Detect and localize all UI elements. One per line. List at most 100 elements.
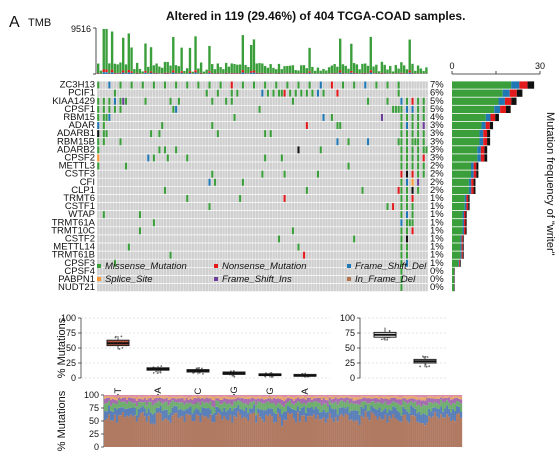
spectrum-segment — [137, 398, 140, 402]
tmb-bar — [186, 68, 189, 74]
spectrum-segment — [105, 396, 109, 398]
spectrum-segment — [203, 395, 206, 397]
spectrum-segment — [263, 422, 266, 447]
spectrum-segment — [364, 404, 367, 412]
spectrum-segment — [249, 399, 252, 403]
spectrum-segment — [286, 405, 290, 413]
spectrum-segment — [442, 402, 445, 412]
frequency-bar — [452, 243, 461, 251]
spectrum-segment — [450, 397, 453, 400]
spectrum-segment — [418, 422, 421, 447]
spectrum-segment — [308, 395, 311, 397]
spectrum-segment — [350, 395, 353, 397]
spectrum-segment — [370, 401, 373, 406]
tmb-bar — [194, 36, 197, 71]
spectrum-segment — [334, 401, 337, 409]
box-point — [424, 355, 427, 358]
mutation-cell — [400, 227, 403, 235]
spectrum-segment — [298, 396, 302, 399]
spectrum-segment — [281, 399, 284, 406]
tmb-bar-nonsense — [119, 72, 122, 74]
spectrum-segment — [283, 411, 286, 420]
spectrum-segment — [298, 401, 302, 411]
tmb-bar — [202, 71, 206, 74]
spectrum-segment — [261, 395, 264, 397]
spectrum-segment — [205, 416, 208, 447]
spectrum-segment — [165, 401, 168, 410]
frequency-bar — [466, 202, 469, 211]
frequency-bar — [471, 186, 474, 194]
spectrum-segment — [310, 416, 313, 447]
gene-percentage: 1% — [430, 201, 444, 212]
spectrum-segment — [286, 397, 290, 402]
spectrum-segment — [267, 398, 270, 402]
spectrum-segment — [261, 419, 264, 447]
spectrum-segment — [352, 421, 355, 447]
spectrum-segment — [308, 397, 311, 402]
mutation-cell — [400, 130, 403, 138]
tmb-bar — [366, 65, 370, 74]
spectrum-segment — [104, 398, 107, 404]
tmb-bar-fsdel — [102, 72, 105, 74]
spectrum-segment — [263, 395, 266, 397]
spectrum-segment — [384, 401, 387, 409]
spectrum-segment — [217, 407, 220, 413]
mutation-cell — [400, 276, 403, 283]
spectrum-segment — [352, 400, 355, 404]
spectrum-segment — [340, 413, 343, 447]
spectrum-segment — [318, 402, 321, 413]
box-point — [386, 338, 389, 341]
mutation-cell — [422, 97, 425, 105]
spectrum-segment — [157, 395, 160, 396]
spectrum-segment — [217, 398, 220, 401]
mutation-cell — [422, 170, 425, 178]
spectrum-y-tick-label: 25 — [89, 429, 99, 439]
spectrum-segment — [245, 396, 248, 399]
frequency-bar — [452, 194, 465, 203]
spectrum-segment — [227, 420, 230, 447]
spectrum-segment — [364, 411, 367, 447]
spectrum-segment — [245, 398, 248, 404]
spectrum-segment — [304, 396, 308, 400]
spectrum-segment — [430, 398, 433, 403]
tmb-bar — [372, 66, 375, 74]
spectrum-segment — [141, 412, 144, 447]
spectrum-segment — [239, 408, 242, 415]
spectrum-segment — [434, 395, 437, 397]
frequency-bar — [465, 227, 467, 235]
spectrum-segment — [290, 413, 294, 447]
spectrum-segment — [412, 402, 415, 408]
tmb-bar-fsdel — [194, 72, 197, 74]
spectrum-segment — [229, 399, 232, 404]
spectrum-segment — [111, 420, 115, 447]
gene-label: CSTF3 — [65, 169, 95, 180]
box-point — [152, 371, 155, 374]
gene-label: TRMT6 — [63, 193, 95, 204]
frequency-bar — [462, 251, 464, 259]
gene-percentage: 2% — [430, 169, 444, 180]
spectrum-segment — [456, 396, 459, 398]
legend-label: Splice_Site — [105, 274, 153, 285]
spectrum-segment — [360, 415, 363, 447]
spectrum-segment — [440, 396, 443, 398]
spectrum-segment — [356, 410, 359, 421]
mutation-cell — [291, 227, 294, 235]
spectrum-segment — [277, 413, 280, 447]
spectrum-segment — [450, 420, 453, 447]
spectrum-segment — [255, 415, 258, 423]
spectrum-segment — [133, 398, 136, 403]
tmb-bar-fsdel — [172, 72, 175, 74]
tmb-bar-nonsense — [355, 73, 359, 74]
spectrum-y-tick-label: 100 — [84, 390, 99, 400]
mutation-cell — [405, 130, 409, 138]
gene-label: METTL14 — [53, 242, 95, 253]
spectrum-segment — [163, 396, 166, 399]
spectrum-segment — [207, 396, 210, 399]
frequency-bar — [480, 154, 485, 162]
tmb-bar — [183, 70, 186, 74]
spectrum-segment — [318, 398, 321, 403]
mutation-cell — [97, 138, 100, 146]
spectrum-segment — [290, 398, 294, 404]
spectrum-segment — [231, 399, 234, 406]
